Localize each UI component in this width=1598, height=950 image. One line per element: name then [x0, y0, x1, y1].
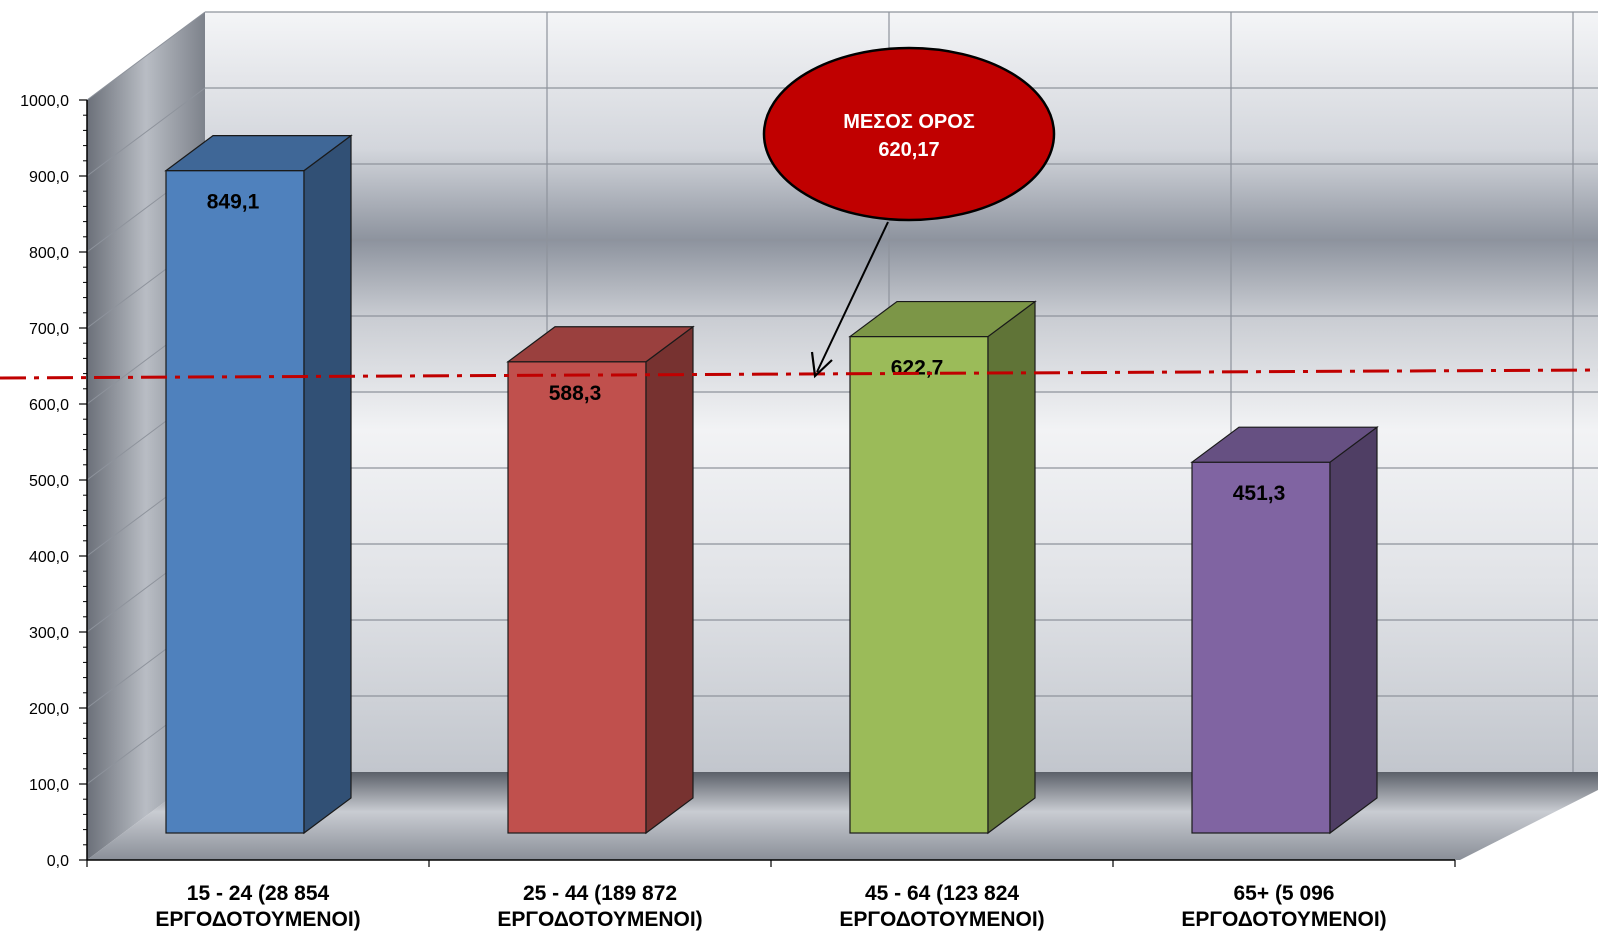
data-label: 588,3 — [549, 382, 602, 405]
y-tick-label: 300,0 — [29, 625, 69, 642]
x-tick-label: 45 - 64 (123 824 ΕΡΓΟΔΟΤΟΥΜΕΝΟΙ) — [839, 882, 1044, 931]
y-tick-label: 100,0 — [29, 777, 69, 794]
bar: 451,3 — [1190, 426, 1379, 835]
average-callout-text: ΜΕΣΟΣ ΟΡΟΣ 620,17 — [843, 111, 975, 161]
x-tick-label-line: ΕΡΓΟΔΟΤΟΥΜΕΝΟΙ) — [155, 908, 360, 931]
gridline-side — [86, 87, 206, 177]
bars: 849,1 588,3 622,7 451,3 — [164, 134, 1379, 835]
y-tick-label: 400,0 — [29, 549, 69, 566]
x-tick-label: 25 - 44 (189 872 ΕΡΓΟΔΟΤΟΥΜΕΝΟΙ) — [497, 882, 702, 931]
average-line — [0, 368, 1598, 380]
y-tick-label: 1000,0 — [20, 93, 69, 110]
y-tick-label: 800,0 — [29, 245, 69, 262]
x-tick-label-line: ΕΡΓΟΔΟΤΟΥΜΕΝΟΙ) — [497, 908, 702, 931]
x-tick-label-line: ΕΡΓΟΔΟΤΟΥΜΕΝΟΙ) — [1181, 908, 1386, 931]
callout-arrow — [816, 221, 889, 373]
bar-top — [1190, 426, 1379, 463]
data-label: 622,7 — [891, 357, 944, 380]
bar-side — [645, 325, 694, 835]
y-tick-label: 0,0 — [47, 853, 69, 870]
x-tick-label-line: ΕΡΓΟΔΟΤΟΥΜΕΝΟΙ) — [839, 908, 1044, 931]
x-tick-label-line: 45 - 64 (123 824 — [865, 882, 1019, 905]
bar-front — [849, 335, 989, 834]
y-tick-label: 900,0 — [29, 169, 69, 186]
x-tick-label-line: 25 - 44 (189 872 — [523, 882, 677, 905]
average-callout-line: 620,17 — [878, 139, 939, 161]
bar-side — [987, 300, 1036, 835]
y-tick-label: 700,0 — [29, 321, 69, 338]
data-label: 451,3 — [1233, 482, 1286, 505]
x-tick-label: 15 - 24 (28 854 ΕΡΓΟΔΟΤΟΥΜΕΝΟΙ) — [155, 882, 360, 931]
bar-top — [164, 135, 353, 172]
average-callout-line: ΜΕΣΟΣ ΟΡΟΣ — [843, 111, 975, 133]
data-label: 849,1 — [207, 191, 260, 214]
gridline-side — [86, 11, 206, 101]
x-tick-label: 65+ (5 096 ΕΡΓΟΔΟΤΟΥΜΕΝΟΙ) — [1181, 882, 1386, 931]
annotations: ΜΕΣΟΣ ΟΡΟΣ 620,17 — [0, 46, 1598, 380]
bar-front — [165, 170, 305, 834]
bar-side — [303, 134, 352, 835]
bar-side — [1329, 426, 1378, 835]
y-tick-label: 200,0 — [29, 701, 69, 718]
bar-top — [506, 326, 695, 363]
x-tick-label-line: 65+ (5 096 — [1233, 882, 1334, 905]
bar: 588,3 — [506, 325, 695, 835]
bar-front — [1191, 461, 1331, 834]
bar-top — [848, 300, 1037, 338]
bar-front — [507, 361, 647, 834]
x-tick-label-line: 15 - 24 (28 854 — [187, 882, 330, 905]
callout-arrowhead — [810, 351, 833, 379]
bar: 622,7 — [848, 300, 1037, 835]
average-callout — [762, 46, 1056, 222]
y-tick-label: 600,0 — [29, 397, 69, 414]
y-tick-label: 500,0 — [29, 473, 69, 490]
bar: 849,1 — [164, 134, 353, 835]
axes: 0,0 100,0 200,0 300,0 400,0 500,0 600,0 700,0 80… — [20, 93, 1456, 931]
